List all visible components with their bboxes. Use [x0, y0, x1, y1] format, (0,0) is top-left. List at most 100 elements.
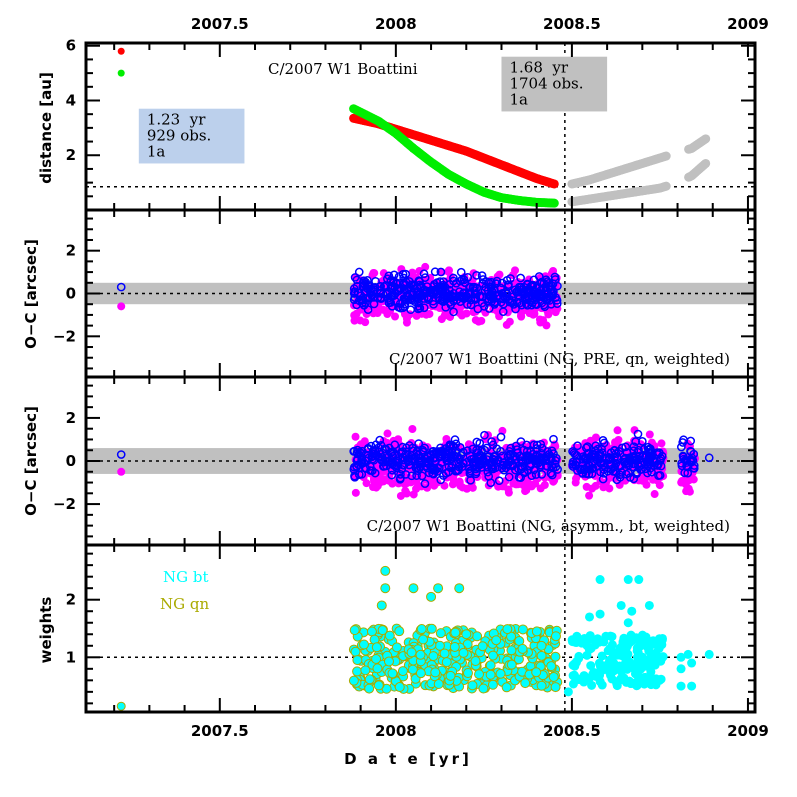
data-point [351, 488, 360, 497]
data-point [421, 262, 430, 271]
data-point [458, 483, 467, 492]
y-label-distance: distance [au] [37, 72, 55, 184]
data-point [616, 600, 626, 610]
data-point [512, 286, 522, 296]
data-point [376, 600, 387, 611]
y-tick-label: 6 [66, 37, 76, 55]
data-point [614, 446, 624, 456]
data-point [481, 308, 490, 317]
data-point [527, 471, 537, 481]
data-point [506, 645, 517, 656]
data-point [676, 652, 686, 662]
data-point [511, 266, 520, 275]
data-point [549, 477, 558, 486]
data-point [499, 460, 508, 470]
panel3-annotation: C/2007 W1 Boattini (NG, asymm., bt, weig… [367, 517, 730, 535]
data-point [354, 296, 364, 306]
data-point [437, 282, 447, 292]
data-point [450, 435, 460, 445]
data-point [392, 461, 402, 471]
data-point [548, 671, 559, 682]
data-point [486, 478, 496, 488]
data-point [470, 656, 481, 667]
data-point [449, 641, 460, 652]
data-point [598, 474, 608, 484]
data-point [430, 267, 440, 277]
data-point [478, 279, 488, 288]
data-point [613, 426, 622, 435]
data-point [646, 680, 656, 690]
data-point [537, 449, 546, 458]
data-point [391, 297, 400, 306]
data-point [408, 290, 417, 300]
y-tick-label: 2 [66, 409, 76, 427]
data-point [377, 625, 388, 636]
data-point [501, 288, 510, 297]
data-point [644, 661, 654, 671]
data-point [378, 448, 388, 458]
data-point [511, 304, 520, 314]
data-point [408, 446, 418, 456]
data-point [569, 448, 579, 458]
data-point [414, 276, 424, 286]
data-point [466, 300, 476, 310]
data-point [391, 312, 400, 321]
data-point [491, 635, 502, 646]
info-box-line: 1704 obs. [509, 75, 583, 93]
data-point [416, 624, 427, 635]
data-point [417, 482, 426, 491]
data-point [417, 471, 427, 481]
data-point [536, 650, 547, 661]
y-tick-label: 2 [66, 591, 76, 609]
data-point [483, 467, 493, 477]
data-point [350, 316, 359, 325]
data-point [661, 151, 671, 161]
data-point [398, 269, 408, 279]
data-point [442, 453, 452, 462]
data-point [704, 453, 714, 463]
data-point [615, 472, 625, 482]
data-point [474, 669, 485, 680]
data-point [398, 447, 408, 456]
data-point [380, 583, 391, 594]
data-point [415, 280, 424, 290]
data-point [451, 292, 461, 301]
data-point [536, 640, 547, 651]
data-point [587, 469, 597, 479]
data-point [677, 458, 686, 468]
x-axis-label: D a t e [yr] [344, 750, 472, 768]
data-point [462, 291, 471, 301]
data-point [116, 282, 126, 292]
data-point [460, 278, 470, 288]
data-point [517, 300, 527, 310]
data-point [623, 618, 633, 628]
data-point [517, 461, 526, 471]
data-point [540, 473, 549, 482]
data-point [116, 701, 126, 711]
data-point [477, 446, 486, 456]
data-point [627, 606, 637, 616]
data-point [358, 639, 369, 650]
data-point [506, 274, 515, 283]
data-point [581, 443, 591, 453]
data-point [383, 656, 394, 667]
data-point [354, 267, 364, 277]
data-point [473, 304, 483, 314]
data-point [654, 471, 663, 480]
data-point [644, 445, 653, 455]
data-point [415, 453, 425, 463]
data-point [687, 658, 697, 668]
data-point [418, 634, 429, 645]
data-point [594, 658, 604, 668]
data-point [445, 440, 455, 450]
data-point [116, 450, 126, 459]
data-point [384, 630, 395, 641]
data-point [687, 681, 697, 691]
y-label-weights: weights [37, 597, 55, 664]
data-point [454, 583, 465, 594]
data-point [485, 669, 496, 680]
data-point [373, 293, 383, 303]
info-box-line: 1a [147, 143, 166, 161]
data-point [419, 269, 429, 279]
